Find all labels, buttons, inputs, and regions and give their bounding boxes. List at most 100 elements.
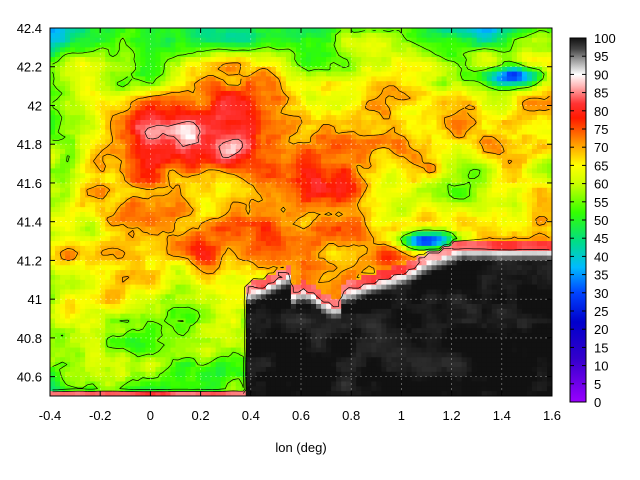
heatmap-cell <box>386 47 392 53</box>
heatmap-cell <box>70 66 76 73</box>
heatmap-cell <box>306 197 312 203</box>
heatmap-cell <box>391 265 397 271</box>
heatmap-cell <box>356 134 362 140</box>
heatmap-cell <box>381 212 387 218</box>
heatmap-cell <box>346 28 352 34</box>
heatmap-cell <box>225 32 232 39</box>
heatmap-cell <box>210 168 217 174</box>
heatmap-cell <box>341 245 347 252</box>
heatmap-cell <box>235 42 242 48</box>
heatmap-cell <box>336 42 342 48</box>
heatmap-cell <box>466 71 473 78</box>
heatmap-cell <box>336 173 342 179</box>
heatmap-cell <box>506 134 513 140</box>
heatmap-cell <box>250 265 257 271</box>
heatmap-cell <box>215 42 222 48</box>
heatmap-cell <box>220 144 227 150</box>
heatmap-cell <box>75 124 81 131</box>
heatmap-cell <box>431 212 438 218</box>
heatmap-cell <box>55 197 61 203</box>
heatmap-cell <box>381 182 387 189</box>
heatmap-cell <box>265 105 272 111</box>
heatmap-cell <box>526 221 533 228</box>
heatmap-cell <box>331 178 337 184</box>
heatmap-cell <box>260 42 267 48</box>
heatmap-cell <box>476 42 483 48</box>
heatmap-cell <box>255 57 262 63</box>
heatmap-cell <box>165 47 172 53</box>
heatmap-cell <box>511 187 518 194</box>
heatmap-cell <box>70 28 76 34</box>
heatmap-cell <box>215 173 222 179</box>
heatmap-cell <box>306 250 312 257</box>
heatmap-cell <box>491 120 498 126</box>
heatmap-cell <box>100 115 106 121</box>
heatmap-cell <box>135 61 141 68</box>
heatmap-cell <box>165 255 172 262</box>
heatmap-cell <box>180 212 187 218</box>
heatmap-cell <box>386 168 392 174</box>
heatmap-cell <box>521 149 528 155</box>
heatmap-cell <box>120 66 126 73</box>
heatmap-cell <box>290 115 297 121</box>
heatmap-cell <box>185 255 192 262</box>
heatmap-cell <box>451 260 458 266</box>
heatmap-cell <box>301 236 307 242</box>
heatmap-cell <box>456 187 463 194</box>
heatmap-cell <box>471 66 478 73</box>
heatmap-cell <box>280 100 287 107</box>
heatmap-cell <box>526 202 533 208</box>
heatmap-cell <box>396 216 402 223</box>
heatmap-cell <box>50 66 56 73</box>
heatmap-cell <box>100 61 106 68</box>
heatmap-cell <box>361 202 367 208</box>
heatmap-cell <box>386 182 392 189</box>
heatmap-cell <box>200 158 207 165</box>
heatmap-cell <box>371 245 377 252</box>
heatmap-cell <box>150 105 157 111</box>
heatmap-cell <box>486 255 493 262</box>
heatmap-cell <box>366 153 372 160</box>
heatmap-cell <box>150 81 157 87</box>
heatmap-cell <box>351 158 357 165</box>
heatmap-cell <box>210 120 217 126</box>
heatmap-cell <box>80 221 86 228</box>
heatmap-cell <box>260 212 267 218</box>
heatmap-cell <box>295 197 302 203</box>
heatmap-cell <box>245 110 252 116</box>
heatmap-cell <box>295 245 302 252</box>
heatmap-cell <box>301 52 307 58</box>
heatmap-cell <box>260 61 267 68</box>
heatmap-cell <box>225 61 232 68</box>
heatmap-cell <box>185 47 192 53</box>
heatmap-cell <box>95 255 101 262</box>
heatmap-cell <box>130 221 136 228</box>
heatmap-cell <box>411 144 418 150</box>
heatmap-cell <box>416 173 423 179</box>
heatmap-cell <box>85 129 91 136</box>
heatmap-cell <box>210 226 217 232</box>
heatmap-cell <box>391 192 397 199</box>
heatmap-cell <box>501 86 508 92</box>
heatmap-cell <box>140 115 146 121</box>
heatmap-cell <box>75 32 81 39</box>
heatmap-cell <box>245 216 252 223</box>
heatmap-cell <box>411 236 418 242</box>
heatmap-cell <box>90 86 96 92</box>
heatmap-cell <box>486 221 493 228</box>
heatmap-cell <box>496 153 503 160</box>
heatmap-cell <box>376 124 382 131</box>
heatmap-cell <box>135 110 141 116</box>
heatmap-cell <box>240 231 247 237</box>
heatmap-cell <box>185 182 192 189</box>
heatmap-cell <box>195 236 202 242</box>
heatmap-cell <box>426 163 433 170</box>
heatmap-cell <box>376 226 382 232</box>
heatmap-cell <box>240 178 247 184</box>
heatmap-cell <box>356 265 362 271</box>
heatmap-cell <box>321 207 327 213</box>
heatmap-cell <box>225 120 232 126</box>
heatmap-cell <box>170 32 177 39</box>
heatmap-cell <box>386 52 392 58</box>
heatmap-cell <box>391 81 397 87</box>
